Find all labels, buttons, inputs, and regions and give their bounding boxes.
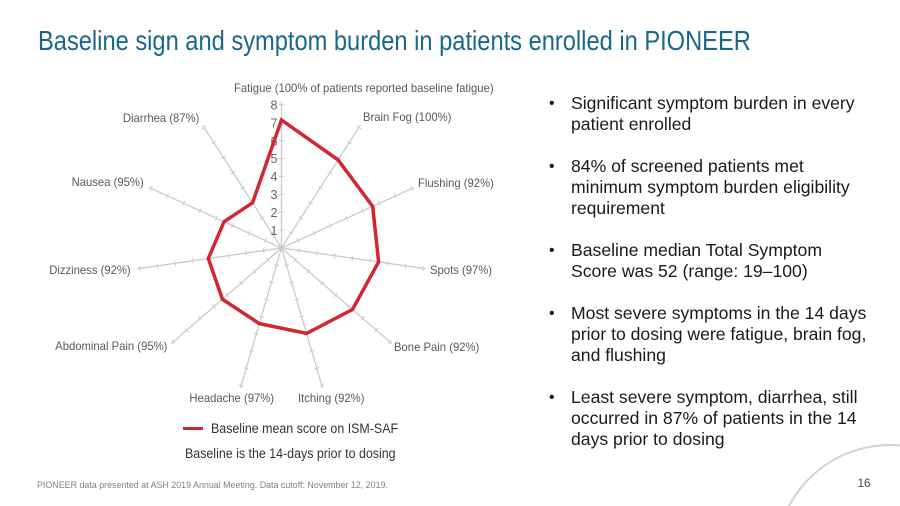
- svg-text:2: 2: [270, 206, 277, 220]
- svg-text:3: 3: [270, 188, 277, 202]
- svg-text:4: 4: [270, 170, 277, 184]
- svg-text:5: 5: [270, 152, 277, 166]
- svg-text:8: 8: [270, 99, 277, 113]
- svg-text:1: 1: [270, 224, 277, 238]
- svg-text:7: 7: [270, 116, 277, 130]
